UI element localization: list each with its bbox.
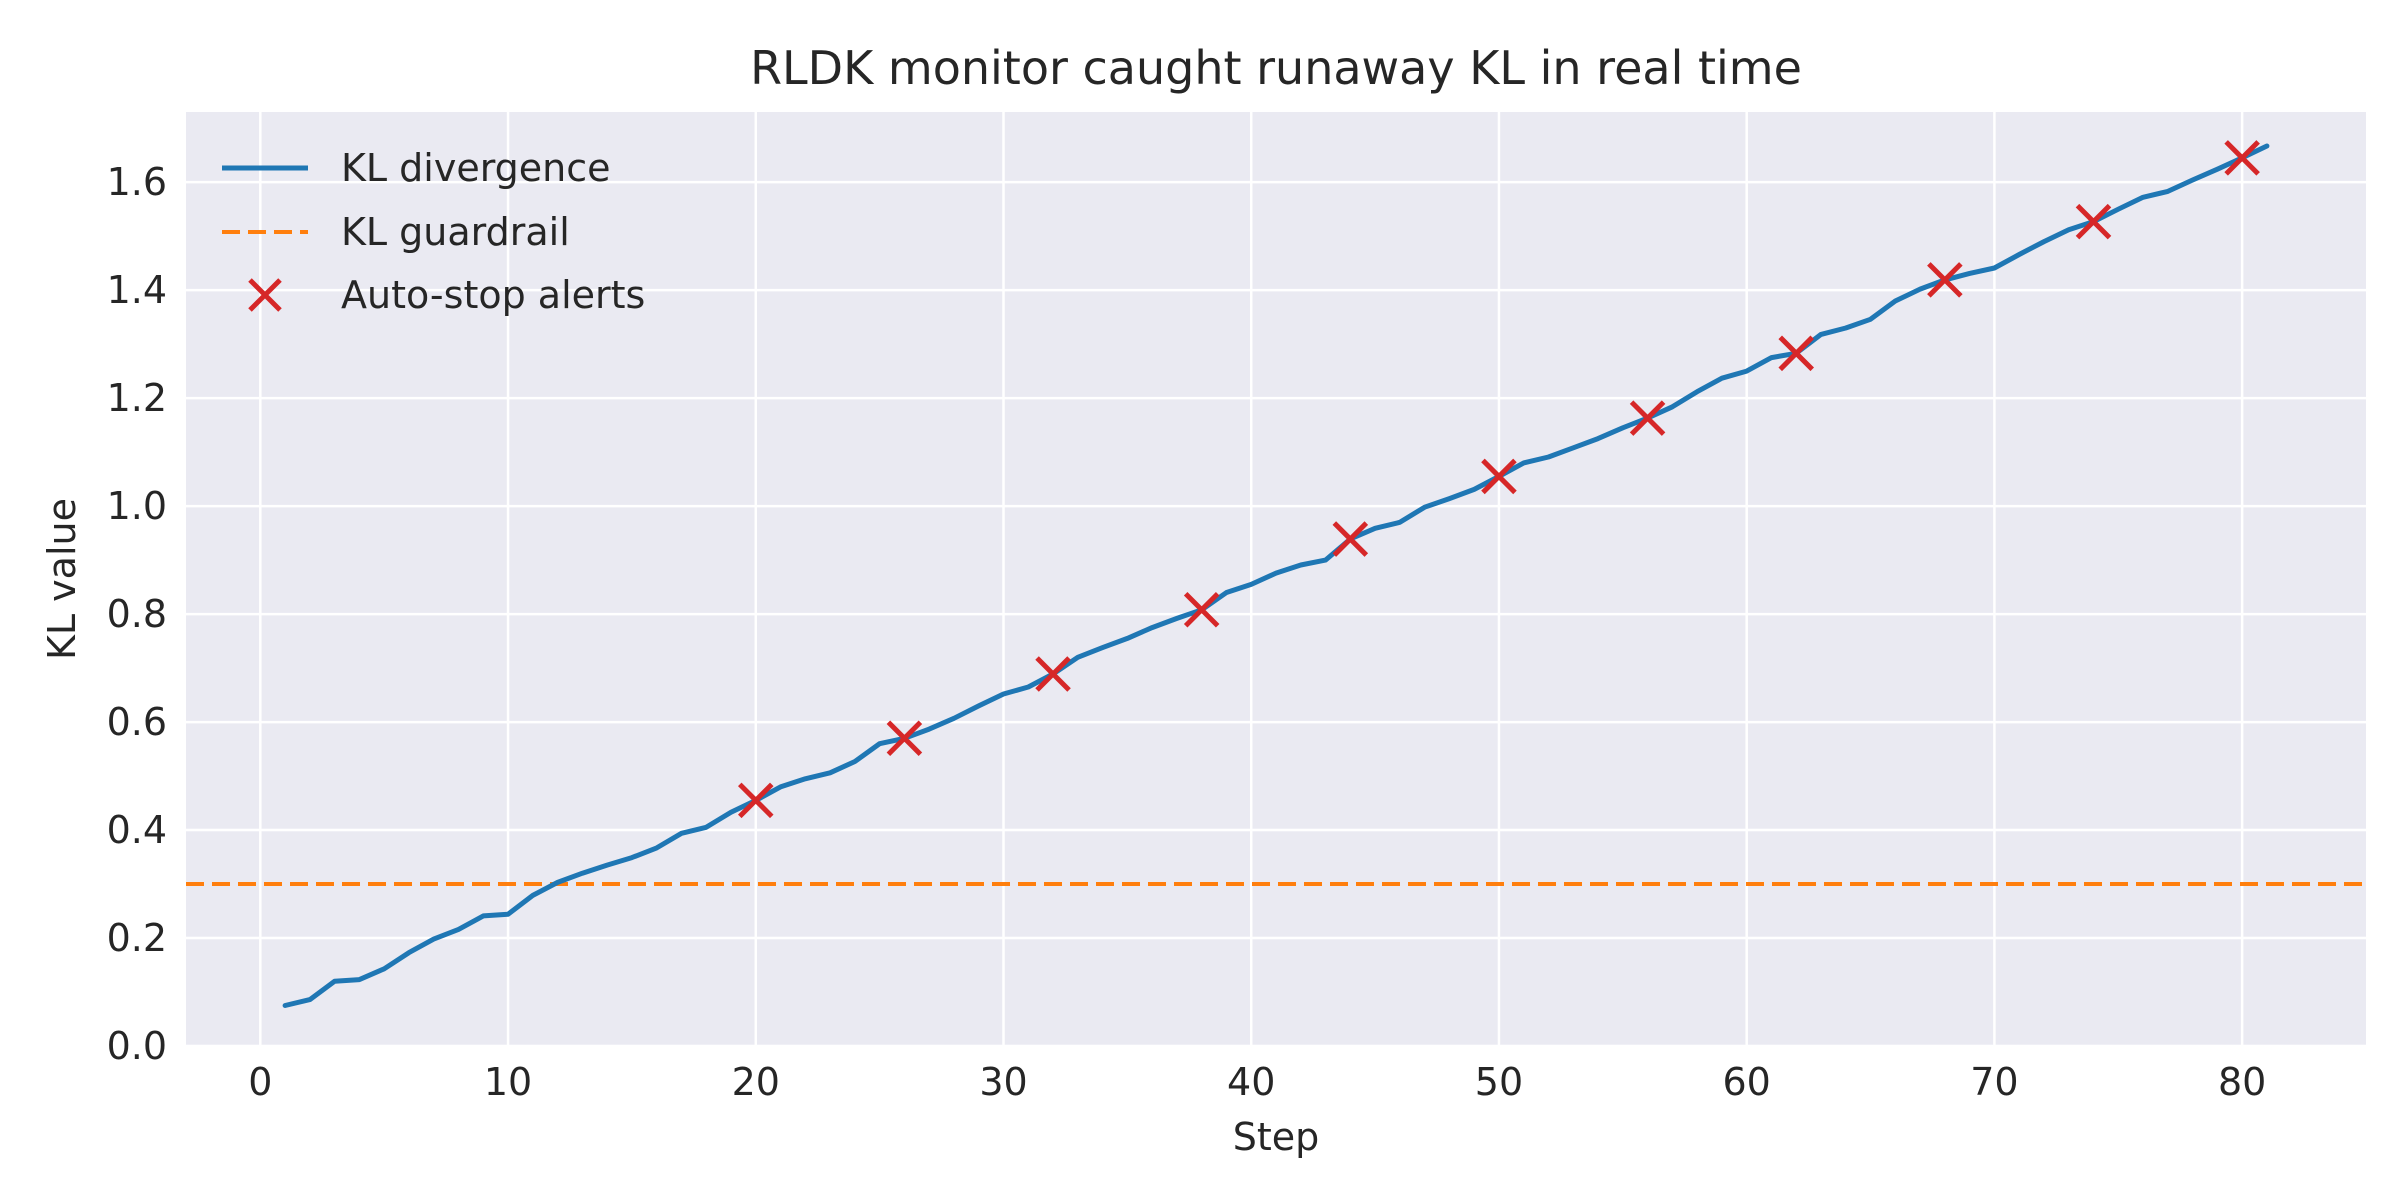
alert-marker [1778,335,1814,372]
y-tick-label: 0.2 [107,916,167,960]
y-tick-label: 0.4 [107,808,167,852]
x-tick-label: 60 [1723,1060,1771,1104]
x-tick-label: 70 [1970,1060,2018,1104]
legend-kl-guardrail-label: KL guardrail [341,210,570,254]
legend: KL divergence KL guardrail Auto-stop ale… [222,146,645,317]
x-tick-label: 80 [2218,1060,2266,1104]
y-tick-label: 1.2 [107,376,167,420]
chart-title: RLDK monitor caught runaway KL in real t… [750,41,1802,95]
y-tick-labels: 0.0 0.2 0.4 0.6 0.8 1.0 1.2 1.4 1.6 [107,160,167,1068]
x-tick-label: 0 [248,1060,272,1104]
alert-marker [2224,140,2260,176]
alert-marker [886,720,923,757]
alert-marker [1481,458,1517,495]
alert-marker [1332,521,1369,557]
x-tick-label: 10 [484,1060,532,1104]
x-tick-labels: 0 10 20 30 40 50 60 70 80 [248,1060,2266,1104]
alert-marker [1035,656,1071,692]
y-tick-label: 0.8 [107,592,167,636]
alert-marker [1629,400,1666,436]
y-axis-label: KL value [40,498,84,660]
alert-marker [2075,203,2112,240]
x-tick-label: 50 [1475,1060,1523,1104]
legend-alert-marker [248,278,282,312]
y-tick-label: 1.4 [107,268,167,312]
x-tick-label: 30 [979,1060,1027,1104]
alert-marker [738,782,774,819]
legend-kl-divergence-label: KL divergence [341,146,611,190]
y-tick-label: 1.0 [107,484,167,528]
kl-divergence-line [282,143,2270,1008]
x-tick-label: 40 [1227,1060,1275,1104]
plot-area [186,112,2366,1046]
legend-auto-stop-alerts-label: Auto-stop alerts [341,273,645,317]
x-axis-label: Step [1233,1115,1320,1159]
auto-stop-alert-markers [738,140,2260,819]
y-tick-label: 1.6 [107,160,167,204]
alert-marker [1927,262,1963,298]
alert-marker [1183,592,1220,628]
y-tick-label: 0.6 [107,700,167,744]
x-tick-label: 20 [732,1060,780,1104]
y-tick-label: 0.0 [107,1024,167,1068]
